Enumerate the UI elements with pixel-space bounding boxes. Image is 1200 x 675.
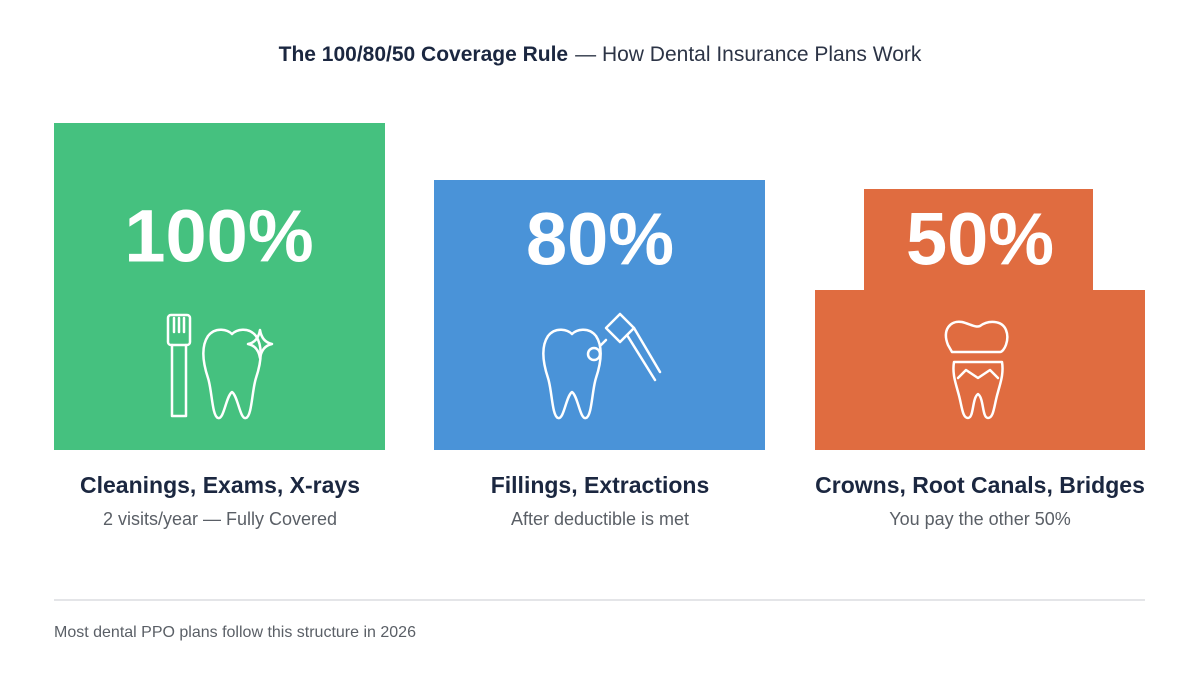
icon-cleaning	[166, 313, 274, 420]
card-green	[54, 123, 385, 450]
card-heading: Fillings, Extractions	[491, 472, 710, 498]
card-heading: Crowns, Root Canals, Bridges	[815, 472, 1145, 498]
percent: 80%	[526, 198, 674, 281]
title-rest: — How Dental Insurance Plans Work	[575, 43, 922, 66]
card-detail: You pay the other 50%	[889, 509, 1070, 529]
title-bold: The 100/80/50 Coverage Rule	[279, 43, 568, 66]
percent: 50%	[906, 198, 1054, 281]
card-orange	[815, 189, 1145, 450]
card-blue	[434, 180, 765, 450]
icon-filling	[542, 312, 662, 420]
card-detail: 2 visits/year — Fully Covered	[103, 509, 337, 529]
card-detail: After deductible is met	[511, 509, 689, 529]
card-heading: Cleanings, Exams, X-rays	[80, 472, 360, 498]
footer-note: Most dental PPO plans follow this struct…	[54, 624, 416, 641]
icon-crown	[944, 320, 1009, 420]
percent: 100%	[124, 195, 313, 278]
page-title: The 100/80/50 Coverage Rule — How Dental …	[279, 43, 922, 66]
